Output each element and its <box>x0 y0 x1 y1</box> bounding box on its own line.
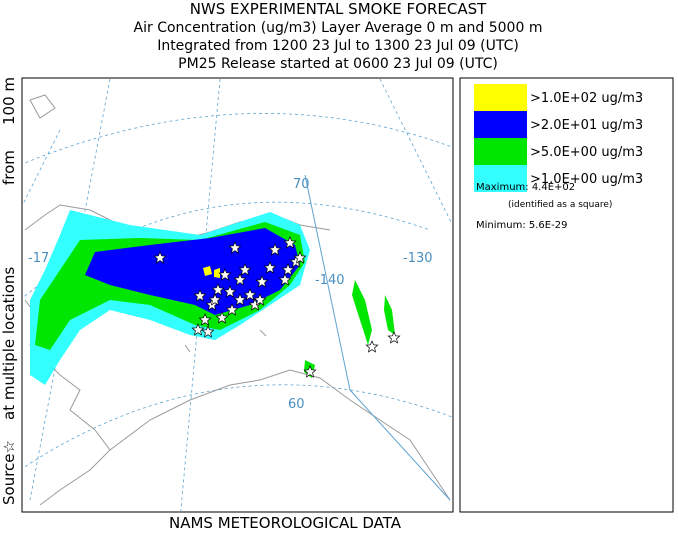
source-star <box>233 293 247 306</box>
source-star <box>303 365 317 378</box>
source-star <box>225 303 239 316</box>
border <box>304 174 451 501</box>
source-star <box>201 325 215 338</box>
side-text: from <box>0 150 18 185</box>
side-label: Source☆ at multiple locations from 100 m <box>0 77 18 505</box>
source-star <box>218 268 232 281</box>
source-star <box>255 275 269 288</box>
side-text: at multiple locations <box>0 267 18 420</box>
subtitle: PM25 Release started at 0600 23 Jul 09 (… <box>178 56 498 72</box>
source-star <box>223 285 237 298</box>
source-star <box>198 313 212 326</box>
map: 70 -130 -140 60 -17 <box>23 79 452 511</box>
legend-swatch <box>474 84 527 111</box>
source-star <box>211 283 225 296</box>
latitude-line <box>23 113 452 165</box>
legend-swatch <box>474 165 527 192</box>
side-text: 100 m <box>0 77 18 125</box>
minimum: Minimum: 5.6E-29 <box>476 220 567 231</box>
footer: NAMS METEOROLOGICAL DATA <box>169 514 402 532</box>
source-star <box>253 293 267 306</box>
source-star <box>293 251 307 264</box>
legend-label: >1.0E+00 ug/m3 <box>530 172 643 187</box>
map-label: 60 <box>288 397 305 412</box>
map-label: -130 <box>403 251 433 266</box>
source-star <box>278 273 292 286</box>
meridian <box>23 129 61 205</box>
source-star <box>283 236 297 249</box>
source-star <box>215 311 229 324</box>
source-star <box>263 261 277 274</box>
title: NWS EXPERIMENTAL SMOKE FORECAST <box>190 0 487 18</box>
subtitle: Integrated from 1200 23 Jul to 1300 23 J… <box>157 38 519 54</box>
source-star <box>228 241 242 254</box>
source-star <box>238 263 252 276</box>
legend-label: >2.0E+01 ug/m3 <box>530 118 643 133</box>
source-star <box>191 323 205 336</box>
maximum: Maximum: 4.4E+02 <box>476 182 575 193</box>
source-star <box>281 263 295 276</box>
legend-label: >5.0E+00 ug/m3 <box>530 145 643 160</box>
source-star <box>387 331 401 344</box>
map-label: -17 <box>28 251 49 266</box>
source-star <box>193 289 207 302</box>
source-star <box>153 251 167 264</box>
source-markers <box>153 236 401 378</box>
meridian <box>379 79 452 225</box>
latitude-line <box>23 384 452 469</box>
subtitle: Air Concentration (ug/m3) Layer Average … <box>134 20 543 36</box>
source-star <box>243 288 257 301</box>
legend-label: >1.0E+02 ug/m3 <box>530 91 643 106</box>
side-text: Source☆ <box>0 440 18 505</box>
source-star <box>233 273 247 286</box>
source-star <box>208 293 222 306</box>
map-label: 70 <box>293 177 310 192</box>
source-star <box>365 340 379 353</box>
source-star <box>268 243 282 256</box>
legend-swatch <box>474 138 527 165</box>
legend: >1.0E+02 ug/m3 >2.0E+01 ug/m3 >5.0E+00 ug/… <box>474 84 643 192</box>
maximum-note: (identified as a square) <box>508 200 612 210</box>
legend-swatch <box>474 111 527 138</box>
meridian <box>180 79 221 511</box>
map-label: -140 <box>315 273 345 288</box>
